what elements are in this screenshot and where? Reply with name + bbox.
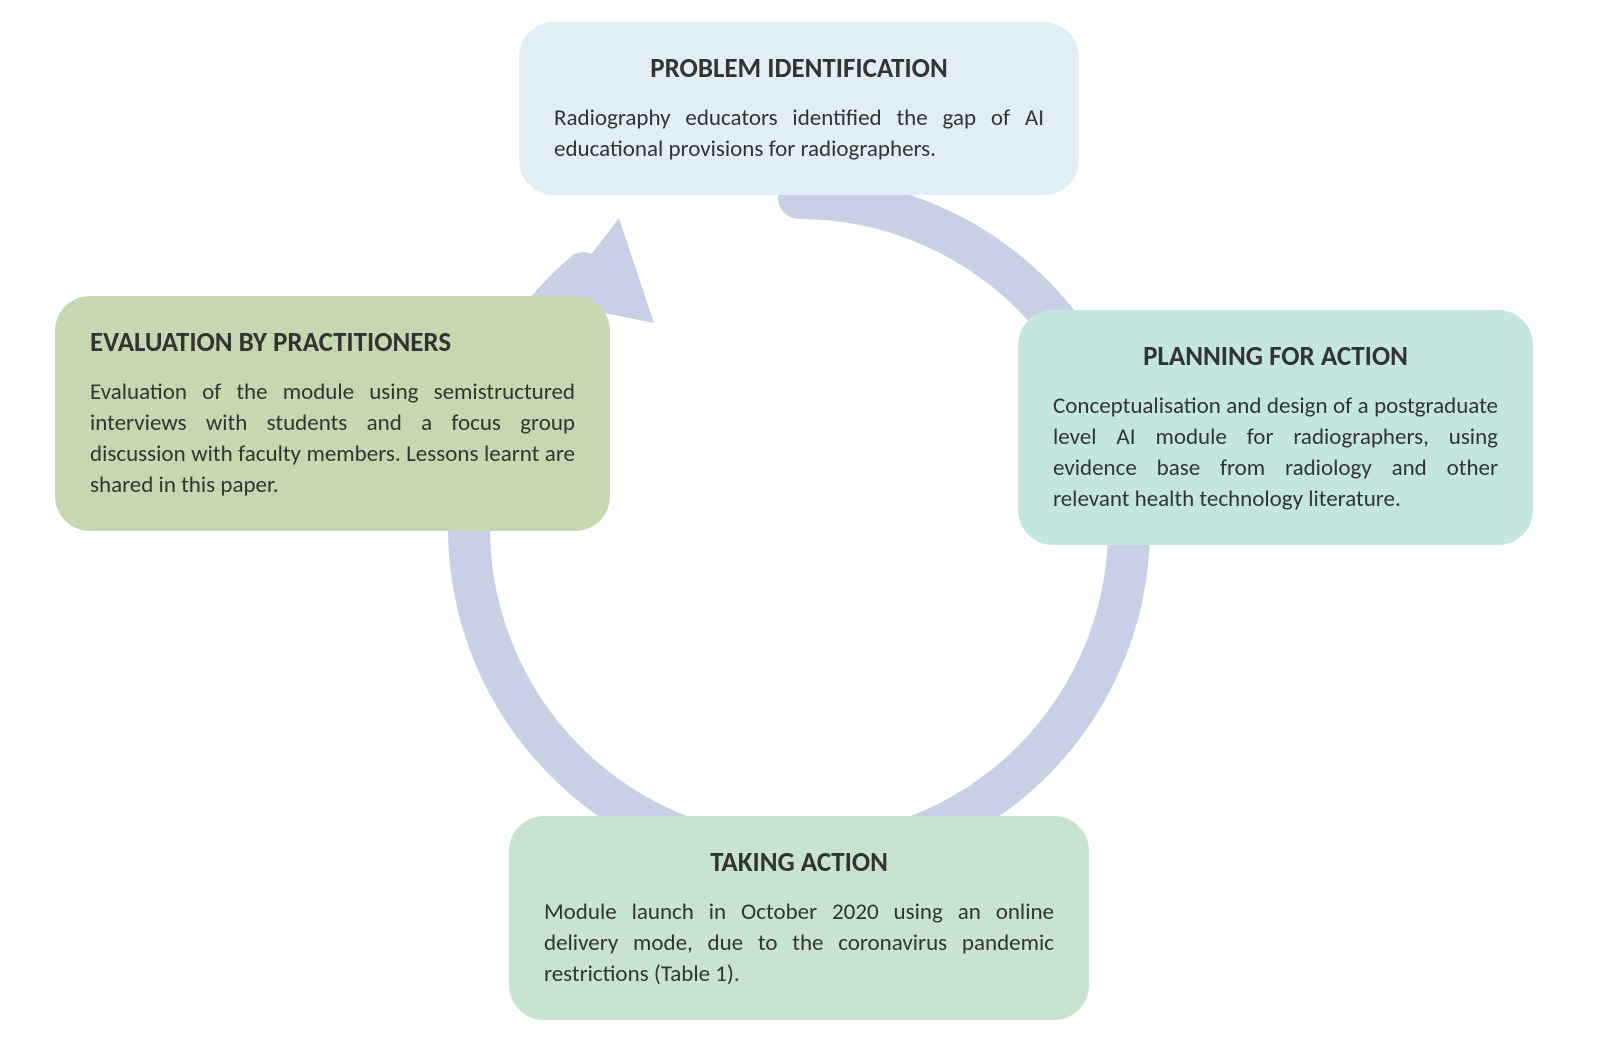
node-planning-for-action: PLANNING FOR ACTION Conceptualisation an…: [1018, 310, 1533, 545]
node-body: Evaluation of the module using semistruc…: [90, 377, 575, 501]
node-evaluation-by-practitioners: EVALUATION BY PRACTITIONERS Evaluation o…: [55, 296, 610, 531]
node-taking-action: TAKING ACTION Module launch in October 2…: [509, 816, 1089, 1020]
diagram-container: PROBLEM IDENTIFICATION Radiography educa…: [0, 0, 1598, 1055]
node-body: Radiography educators identified the gap…: [554, 103, 1044, 165]
node-title: PLANNING FOR ACTION: [1053, 340, 1498, 373]
node-title: EVALUATION BY PRACTITIONERS: [90, 326, 575, 359]
node-title: PROBLEM IDENTIFICATION: [554, 52, 1044, 85]
node-body: Module launch in October 2020 using an o…: [544, 897, 1054, 990]
node-title: TAKING ACTION: [544, 846, 1054, 879]
node-problem-identification: PROBLEM IDENTIFICATION Radiography educa…: [519, 22, 1079, 195]
node-body: Conceptualisation and design of a postgr…: [1053, 391, 1498, 515]
